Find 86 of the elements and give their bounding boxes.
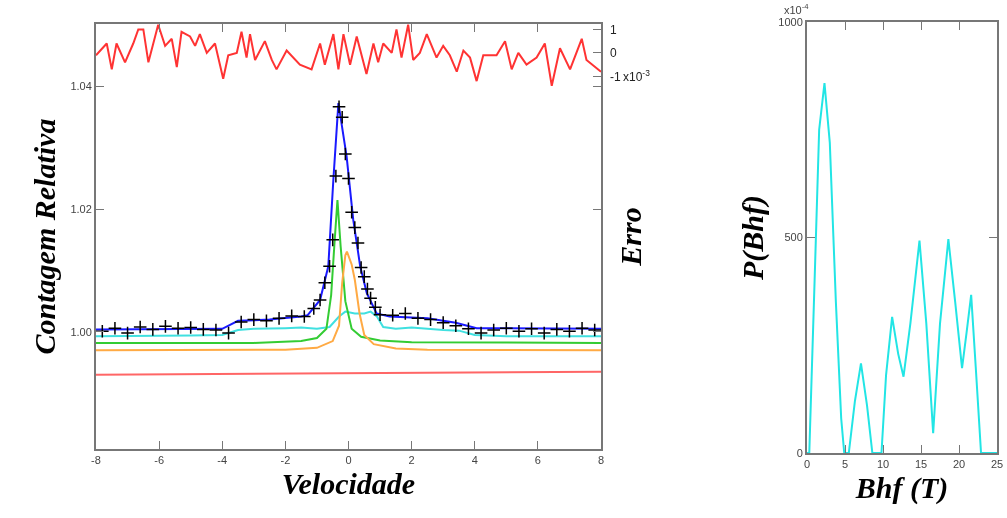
point bbox=[360, 281, 375, 296]
point bbox=[325, 232, 340, 247]
y2-tick-label: 1 bbox=[610, 22, 617, 37]
x-tick-label: -6 bbox=[154, 454, 165, 467]
point bbox=[158, 319, 173, 334]
point bbox=[317, 275, 332, 290]
point bbox=[587, 322, 601, 338]
point bbox=[335, 110, 350, 125]
line-series bbox=[807, 82, 997, 453]
x-tick-label: 4 bbox=[471, 454, 478, 467]
point bbox=[221, 326, 236, 341]
point bbox=[133, 319, 148, 335]
y-tick-label: 500 bbox=[784, 231, 803, 244]
y2-tick-label: 0 bbox=[610, 46, 617, 61]
point bbox=[385, 308, 400, 323]
x-axis-title: Velocidade bbox=[281, 467, 416, 501]
point bbox=[297, 309, 312, 324]
point bbox=[436, 315, 451, 330]
x-tick-label: 25 bbox=[990, 458, 1004, 471]
point bbox=[234, 315, 249, 330]
x-tick-label: -8 bbox=[91, 454, 101, 467]
point bbox=[107, 321, 122, 336]
point bbox=[511, 324, 526, 339]
point bbox=[328, 169, 343, 184]
y-axis-title: P(Bhf) bbox=[735, 195, 770, 281]
point bbox=[145, 322, 160, 337]
x-tick-label: -2 bbox=[280, 454, 291, 467]
point bbox=[423, 312, 438, 327]
point bbox=[357, 269, 372, 284]
point bbox=[398, 306, 413, 321]
text: x10$^{-4}$ bbox=[784, 2, 810, 16]
line-series bbox=[96, 310, 601, 338]
point bbox=[486, 322, 501, 338]
y-tick-label: 1.00 bbox=[70, 325, 92, 338]
y-tick-label: 0 bbox=[796, 446, 803, 459]
point bbox=[448, 318, 463, 333]
point bbox=[524, 321, 539, 336]
line-series bbox=[96, 199, 601, 344]
point bbox=[344, 205, 359, 220]
line-series bbox=[96, 24, 601, 87]
x-tick-label: 0 bbox=[345, 454, 352, 467]
x-tick-label: 8 bbox=[597, 454, 605, 467]
y2-axis-title: Erro bbox=[614, 207, 648, 267]
x-tick-label: 0 bbox=[803, 458, 811, 471]
point bbox=[306, 301, 321, 316]
x-tick-label: 10 bbox=[876, 458, 890, 471]
x-tick-label: 6 bbox=[534, 454, 541, 467]
x-tick-label: 2 bbox=[408, 454, 415, 467]
x-tick-label: 15 bbox=[914, 458, 928, 471]
point bbox=[338, 146, 353, 162]
line-series bbox=[96, 102, 601, 331]
y-tick-label: 1.04 bbox=[70, 80, 92, 93]
x-axis-title: Bhf (T) bbox=[854, 471, 949, 506]
y-tick-label: 1000 bbox=[778, 15, 803, 28]
line-series bbox=[96, 250, 601, 352]
point bbox=[350, 235, 366, 250]
point bbox=[284, 308, 299, 323]
y-axis-title: Contagem Relativa bbox=[27, 118, 61, 355]
point bbox=[575, 321, 590, 336]
point bbox=[313, 292, 328, 308]
point bbox=[562, 324, 577, 339]
x-tick-label: -4 bbox=[217, 454, 228, 467]
point bbox=[259, 313, 274, 328]
point bbox=[341, 171, 356, 186]
point bbox=[246, 312, 261, 327]
y2-tick-label: -1 bbox=[610, 69, 621, 84]
point bbox=[537, 326, 552, 341]
point bbox=[474, 326, 489, 341]
point bbox=[331, 99, 347, 114]
point bbox=[410, 311, 425, 326]
point bbox=[322, 259, 337, 274]
text: x10$^{-3}$ bbox=[623, 68, 651, 85]
point bbox=[208, 322, 223, 338]
y-tick-label: 1.02 bbox=[70, 203, 92, 216]
point bbox=[461, 321, 476, 336]
point bbox=[120, 326, 135, 341]
x-tick-label: 5 bbox=[841, 458, 849, 471]
point bbox=[272, 311, 287, 326]
point bbox=[354, 260, 369, 275]
point bbox=[347, 220, 362, 235]
point bbox=[171, 321, 186, 336]
point bbox=[549, 322, 564, 337]
x-tick-label: 20 bbox=[952, 458, 966, 471]
point bbox=[183, 320, 198, 335]
point bbox=[499, 321, 514, 336]
point bbox=[196, 322, 211, 337]
